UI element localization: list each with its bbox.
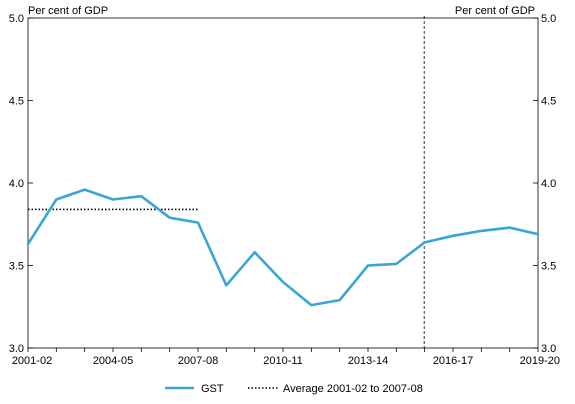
- plot-frame: [27, 17, 539, 352]
- y-tick-label-left: 5.0: [9, 13, 24, 25]
- y-tick-label-right: 5.0: [541, 13, 556, 25]
- series-line-gst: [26, 188, 540, 307]
- x-tick-label: 2016-17: [433, 355, 473, 367]
- y-tick-label-left: 3.5: [9, 261, 24, 273]
- x-tick-label: 2010-11: [263, 355, 303, 367]
- y-tick-label-right: 4.5: [541, 96, 556, 108]
- y-tick-label-right: 3.5: [541, 261, 556, 273]
- legend-label-gst: GST: [201, 383, 224, 395]
- y-tick-label-right: 4.0: [541, 178, 556, 190]
- plot-border: [27, 17, 539, 349]
- y-tick-label-left: 4.0: [9, 178, 24, 190]
- y-axis-unit-left: Per cent of GDP: [28, 5, 108, 17]
- y-axis-unit-right: Per cent of GDP: [455, 5, 535, 17]
- y-tick-label-right: 3.0: [541, 343, 556, 355]
- x-tick-labels: 2001-02 2004-05 2007-08 2010-11 2013-14 2016-…: [12, 355, 560, 367]
- y-tick-label-left: 4.5: [9, 96, 24, 108]
- y-tick-label-left: 3.0: [9, 343, 24, 355]
- x-tick-label: 2001-02: [12, 355, 52, 367]
- legend: GST Average 2001-02 to 2007-08: [165, 383, 423, 395]
- x-tick-label: 2004-05: [93, 355, 133, 367]
- x-tick-label: 2007-08: [178, 355, 218, 367]
- legend-label-average: Average 2001-02 to 2007-08: [283, 383, 423, 395]
- y-tick-labels-right: 3.0 3.5 4.0 4.5 5.0: [541, 13, 556, 355]
- y-tick-labels-left: 3.0 3.5 4.0 4.5 5.0: [9, 13, 24, 355]
- x-tick-label: 2013-14: [348, 355, 388, 367]
- x-tick-label: 2019-20: [520, 355, 560, 367]
